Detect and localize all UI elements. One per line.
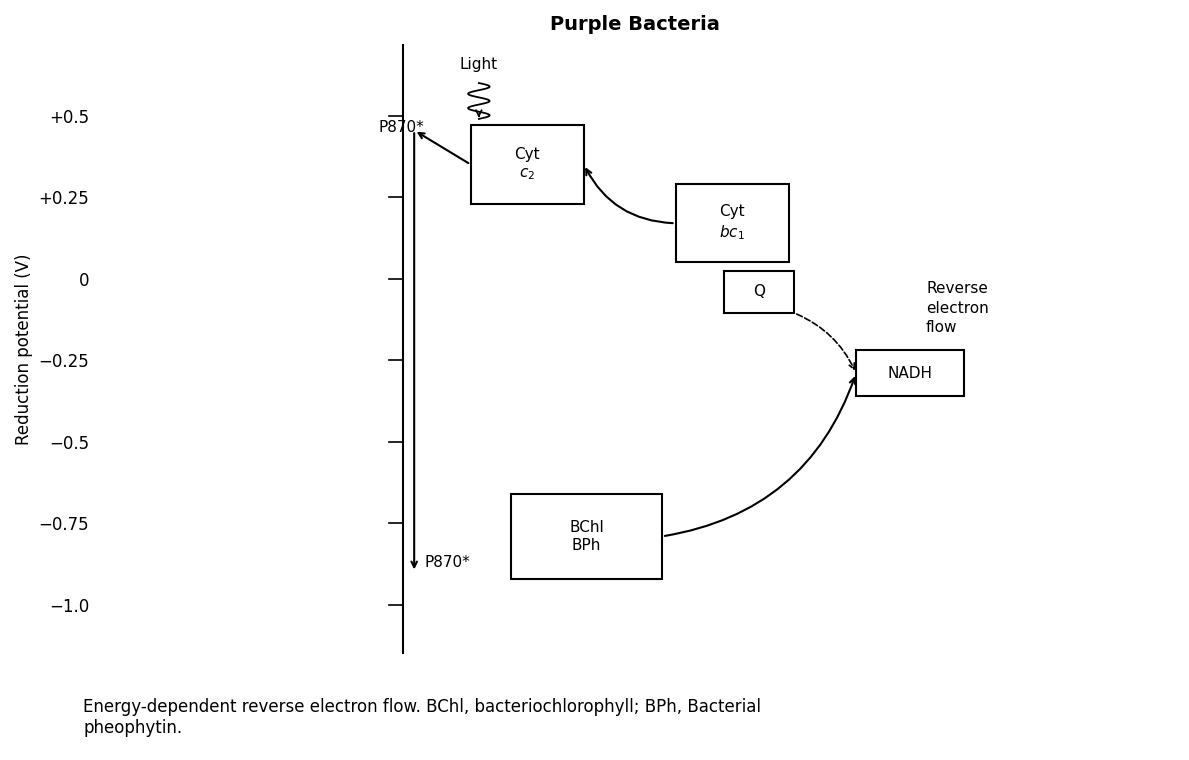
- FancyBboxPatch shape: [724, 271, 794, 313]
- Text: Cyt
$bc_1$: Cyt $bc_1$: [719, 204, 746, 242]
- Text: Energy-dependent reverse electron flow. BChl, bacteriochlorophyll; BPh, Bacteria: Energy-dependent reverse electron flow. …: [83, 698, 761, 737]
- Text: Reverse
electron
flow: Reverse electron flow: [926, 280, 989, 335]
- Text: P870*: P870*: [424, 555, 471, 570]
- Text: Q: Q: [753, 284, 765, 299]
- Text: P870*: P870*: [378, 119, 424, 135]
- FancyBboxPatch shape: [675, 184, 788, 262]
- FancyBboxPatch shape: [856, 350, 964, 396]
- Text: BChl
BPh: BChl BPh: [570, 520, 604, 553]
- Text: Light: Light: [460, 57, 498, 72]
- Y-axis label: Reduction potential (V): Reduction potential (V): [15, 253, 33, 445]
- FancyBboxPatch shape: [471, 125, 584, 204]
- Title: Purple Bacteria: Purple Bacteria: [551, 15, 721, 34]
- Text: Cyt
$c_2$: Cyt $c_2$: [515, 147, 540, 182]
- FancyBboxPatch shape: [511, 494, 662, 579]
- Text: NADH: NADH: [887, 366, 932, 381]
